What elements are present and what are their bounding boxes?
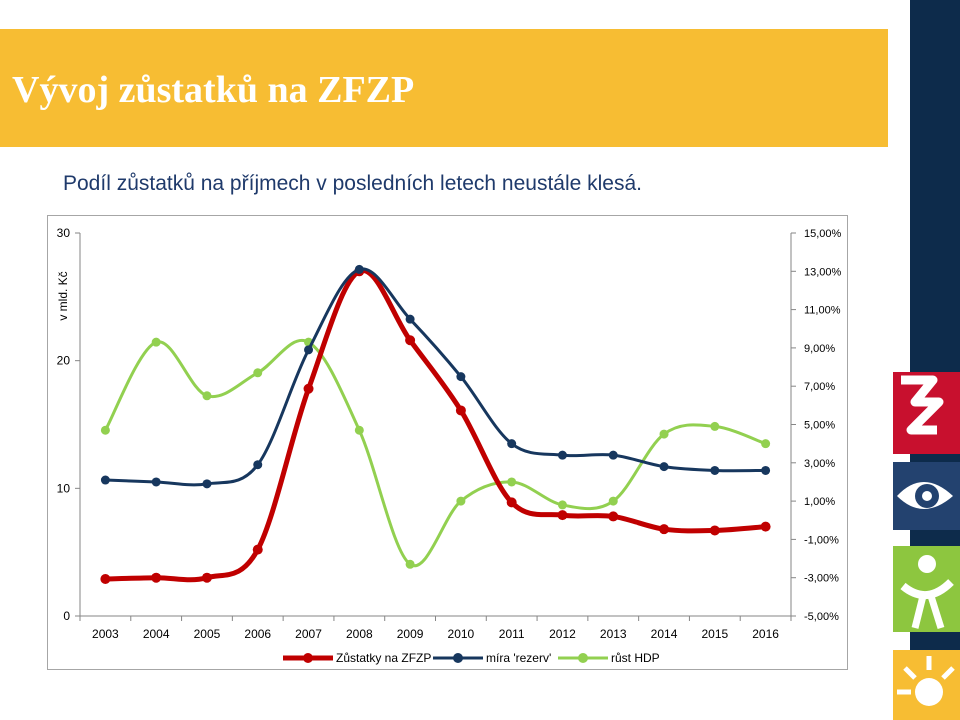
- x-tick-label: 2006: [244, 627, 271, 641]
- right-tick-label: 1,00%: [804, 496, 835, 508]
- x-tick-label: 2016: [752, 627, 779, 641]
- line-chart: 0 10 20 30 -5,00% -3,00% -1,00% 1,00% 3,00% 5,00%…: [56, 226, 842, 665]
- data-point: [659, 462, 669, 472]
- x-tick-label: 2008: [346, 627, 373, 641]
- x-tick-label: 2011: [499, 627, 525, 641]
- x-tick-label: 2009: [397, 627, 424, 641]
- data-point: [252, 544, 263, 555]
- data-point: [710, 465, 720, 475]
- data-point: [151, 572, 162, 583]
- data-point: [405, 559, 415, 569]
- chart-frame: 0 10 20 30 -5,00% -3,00% -1,00% 1,00% 3,00% 5,00%…: [47, 215, 848, 670]
- data-point: [506, 497, 517, 508]
- data-point: [253, 368, 263, 378]
- decorative-eye-icon: [893, 462, 960, 530]
- data-point: [202, 479, 212, 489]
- legend-label: míra 'rezerv': [486, 651, 551, 665]
- data-point: [100, 425, 110, 435]
- right-tick-label: 9,00%: [804, 343, 835, 355]
- data-point: [456, 372, 466, 382]
- right-tick-label: 3,00%: [804, 458, 835, 470]
- legend-swatch-marker: [578, 653, 588, 663]
- right-tick-label: -3,00%: [804, 573, 839, 585]
- data-point: [557, 510, 568, 521]
- x-tick-label: 2007: [295, 627, 322, 641]
- slide-subtitle: Podíl zůstatků na příjmech v posledních …: [63, 172, 642, 195]
- data-point: [405, 314, 415, 324]
- data-point: [100, 475, 110, 485]
- x-tick-label: 2014: [651, 627, 678, 641]
- slide-title: Vývoj zůstatků na ZFZP: [12, 69, 415, 111]
- data-point: [456, 496, 466, 506]
- data-point: [659, 429, 669, 439]
- data-point: [253, 460, 263, 470]
- x-tick-label: 2003: [92, 627, 119, 641]
- data-point: [608, 511, 619, 522]
- series-line: [103, 267, 768, 487]
- data-point: [455, 405, 466, 416]
- x-tick-label: 2015: [701, 627, 728, 641]
- data-point: [761, 465, 771, 475]
- data-point: [557, 450, 567, 460]
- data-point: [201, 572, 212, 583]
- data-point: [608, 496, 618, 506]
- data-point: [151, 337, 161, 347]
- data-point: [507, 477, 517, 487]
- legend-swatch-marker: [303, 653, 313, 663]
- left-tick-label: 0: [63, 609, 70, 623]
- x-tick-label: 2004: [143, 627, 170, 641]
- data-point: [202, 391, 212, 401]
- legend-label: Zůstatky na ZFZP: [336, 651, 431, 665]
- right-tick-label: 15,00%: [804, 228, 842, 240]
- y-axis-label: v mld. Kč: [56, 271, 70, 320]
- right-tick-label: 5,00%: [804, 420, 835, 432]
- right-tick-label: 7,00%: [804, 381, 835, 393]
- data-point: [760, 521, 771, 532]
- data-point: [151, 477, 161, 487]
- right-tick-label: 13,00%: [804, 266, 842, 278]
- x-tick-label: 2010: [448, 627, 475, 641]
- data-point: [100, 573, 111, 584]
- data-point: [405, 335, 416, 346]
- title-band: [0, 29, 888, 147]
- data-point: [557, 500, 567, 510]
- data-point: [761, 439, 771, 449]
- data-point: [354, 264, 364, 274]
- data-point: [710, 421, 720, 431]
- left-tick-label: 20: [57, 354, 71, 368]
- decorative-logo-red: [893, 372, 960, 454]
- right-tick-label: -5,00%: [804, 611, 839, 623]
- right-tick-label: 11,00%: [804, 305, 841, 317]
- right-tick-label: -1,00%: [804, 534, 839, 546]
- left-tick-label: 10: [57, 481, 71, 495]
- data-point: [304, 345, 314, 355]
- decorative-figure-icon: [893, 546, 960, 632]
- data-point: [354, 425, 364, 435]
- data-point: [303, 383, 314, 394]
- data-point: [608, 450, 618, 460]
- data-point: [659, 524, 670, 535]
- legend-swatch-marker: [453, 653, 463, 663]
- legend-label: růst HDP: [611, 651, 660, 665]
- x-tick-label: 2013: [600, 627, 627, 641]
- x-tick-label: 2012: [549, 627, 576, 641]
- left-tick-label: 30: [57, 226, 71, 240]
- x-tick-label: 2005: [194, 627, 221, 641]
- data-point: [507, 439, 517, 449]
- decorative-sun-icon: [893, 650, 960, 720]
- data-point: [709, 525, 720, 536]
